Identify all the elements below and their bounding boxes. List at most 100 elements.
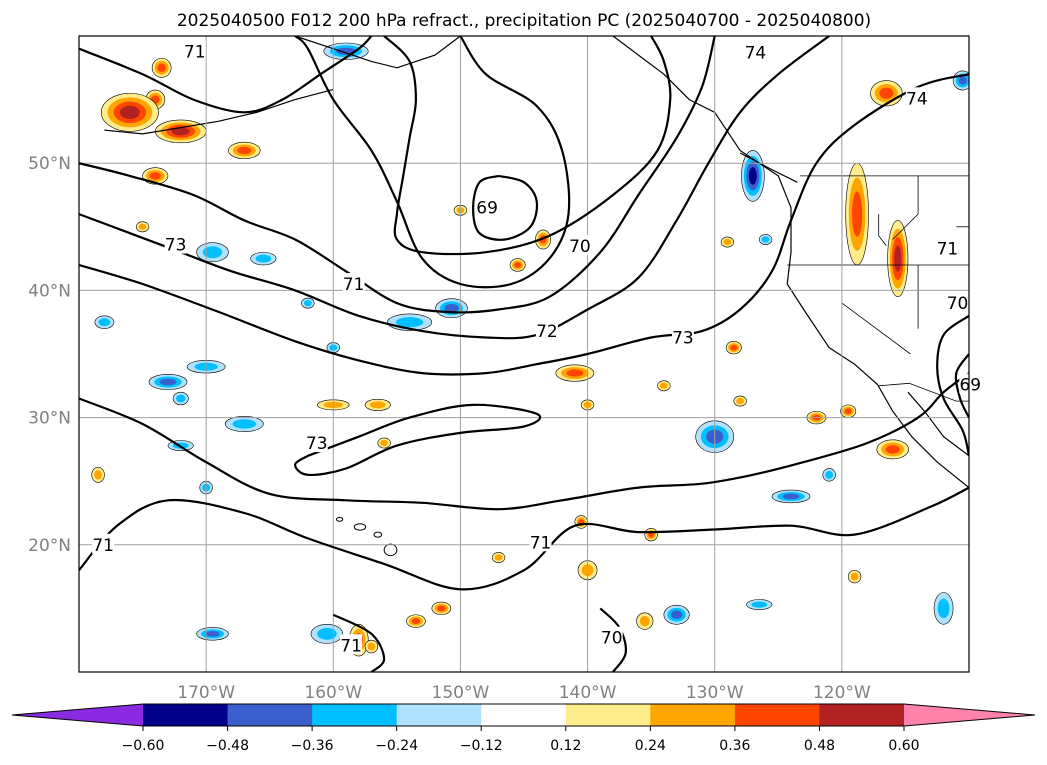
precip-level-ring bbox=[659, 382, 668, 389]
contour-label-text: 74 bbox=[906, 89, 928, 109]
precip-level-ring bbox=[566, 369, 584, 377]
colorbar-segment bbox=[734, 704, 820, 726]
refractivity-contours bbox=[79, 36, 969, 672]
contour-label: 74 bbox=[744, 41, 767, 64]
colorbar-tick-label: −0.36 bbox=[291, 738, 334, 754]
precip-area bbox=[250, 251, 277, 266]
precip-level-ring bbox=[885, 445, 900, 454]
precip-level-ring bbox=[98, 318, 111, 327]
contour-label-halo bbox=[92, 533, 115, 554]
coastlines bbox=[104, 36, 969, 557]
colorbar-tick-label: 0.48 bbox=[804, 738, 835, 754]
precip-level-ring bbox=[202, 246, 223, 259]
precip-area bbox=[636, 612, 654, 630]
precip-area bbox=[135, 221, 150, 233]
precip-area bbox=[435, 298, 468, 319]
precip-area bbox=[870, 80, 903, 107]
precip-area bbox=[91, 466, 105, 483]
map-frame bbox=[78, 35, 970, 673]
contour-label-halo bbox=[671, 326, 694, 347]
precip-level-ring bbox=[514, 262, 522, 268]
contour-line-69 bbox=[954, 353, 969, 419]
coastline bbox=[739, 152, 798, 183]
contour-label: 73 bbox=[671, 326, 694, 348]
x-tick-label: 120°W bbox=[813, 683, 871, 703]
contour-label-halo bbox=[529, 531, 552, 552]
contour-line-70 bbox=[936, 314, 969, 457]
precip-level-ring bbox=[232, 419, 257, 429]
precip-area bbox=[725, 340, 742, 355]
precip-level-ring bbox=[395, 317, 424, 328]
precip-level-ring bbox=[444, 303, 459, 313]
contour-label: 71 bbox=[340, 634, 363, 656]
precip-level-ring bbox=[119, 105, 140, 119]
precip-area bbox=[876, 439, 909, 460]
precip-area bbox=[491, 552, 506, 563]
precip-level-ring bbox=[367, 642, 376, 651]
contour-label-text: 70 bbox=[947, 294, 969, 314]
contour-label-halo bbox=[946, 292, 969, 313]
precip-area bbox=[151, 57, 172, 78]
contour-line-70 bbox=[294, 36, 571, 289]
precip-level-ring bbox=[171, 127, 190, 136]
precip-level-ring bbox=[157, 63, 166, 73]
precip-area bbox=[148, 374, 188, 390]
y-tick-label: 50°N bbox=[28, 154, 71, 174]
precip-area bbox=[94, 315, 115, 329]
contour-label-halo bbox=[342, 273, 365, 294]
precip-level-ring bbox=[730, 344, 738, 351]
precip-level-ring bbox=[138, 223, 147, 230]
precip-level-ring bbox=[723, 238, 732, 246]
political-border bbox=[892, 175, 919, 240]
precip-level-ring bbox=[437, 605, 446, 612]
contour-label: 72 bbox=[535, 320, 558, 342]
x-tick-label: 150°W bbox=[432, 683, 490, 703]
contour-label: 71 bbox=[183, 40, 206, 62]
precip-area bbox=[758, 234, 773, 245]
contour-label-halo bbox=[183, 40, 206, 61]
precip-area bbox=[310, 624, 344, 644]
precip-level-ring bbox=[844, 408, 852, 415]
colorbar-tick-label: −0.12 bbox=[460, 738, 503, 754]
precip-area bbox=[364, 639, 379, 654]
precip-level-ring bbox=[303, 299, 312, 307]
contour-label-text: 70 bbox=[569, 237, 591, 257]
contour-line-71 bbox=[332, 613, 386, 672]
colorbar-segment bbox=[819, 704, 905, 726]
contour-label-text: 73 bbox=[306, 434, 328, 454]
precip-area bbox=[574, 515, 588, 529]
precip-level-ring bbox=[159, 378, 177, 386]
precip-area bbox=[377, 437, 391, 449]
precip-area bbox=[746, 599, 773, 610]
x-tick-label: 160°W bbox=[304, 683, 362, 703]
contour-label: 73 bbox=[305, 432, 328, 454]
precip-level-ring bbox=[317, 627, 337, 640]
precip-area bbox=[822, 468, 836, 482]
precip-area bbox=[301, 297, 315, 309]
contour-label-halo bbox=[535, 320, 558, 341]
contour-label-text: 71 bbox=[937, 239, 959, 259]
x-tick-label: 130°W bbox=[686, 683, 744, 703]
chart-title: 2025040500 F012 200 hPa refract., precip… bbox=[177, 11, 871, 31]
contour-label-halo bbox=[476, 196, 499, 217]
contour-line-71 bbox=[383, 36, 672, 256]
precip-level-ring bbox=[751, 601, 768, 608]
contour-label: 70 bbox=[568, 234, 591, 257]
island-outline bbox=[353, 523, 367, 531]
contour-label-halo bbox=[744, 41, 767, 62]
political-border bbox=[878, 382, 969, 402]
precip-level-ring bbox=[937, 598, 950, 619]
political-border bbox=[878, 214, 887, 247]
contour-label-halo bbox=[959, 373, 982, 394]
precip-level-ring bbox=[149, 172, 161, 180]
x-tick-label: 140°W bbox=[559, 683, 617, 703]
contour-label: 71 bbox=[342, 273, 365, 295]
precip-area bbox=[720, 236, 735, 248]
precip-area bbox=[657, 380, 671, 392]
precip-area bbox=[145, 89, 166, 110]
precip-level-ring bbox=[639, 616, 650, 627]
precip-area bbox=[142, 167, 169, 185]
colorbar-tick-label: 0.60 bbox=[888, 738, 919, 754]
precip-area bbox=[887, 220, 909, 298]
